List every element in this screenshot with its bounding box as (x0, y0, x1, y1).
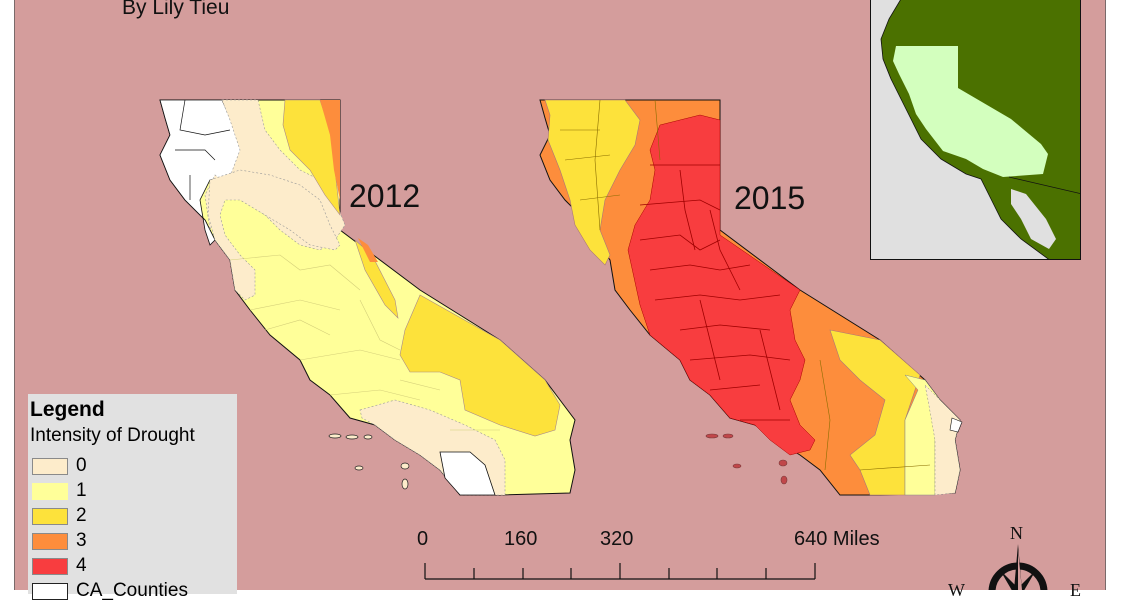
compass-north: N (1010, 523, 1023, 543)
legend-item-4: 4 (32, 555, 87, 576)
inset-map-graphic (871, 0, 1080, 259)
legend-label: 3 (76, 530, 87, 551)
legend-swatch (32, 482, 68, 500)
scale-label-320: 320 (600, 528, 634, 550)
scale-label-640: 640 Miles (794, 528, 880, 550)
legend-item-1: 1 (32, 480, 87, 501)
scale-label-0: 0 (417, 528, 429, 550)
legend-label: 2 (76, 505, 87, 526)
map-legend: Legend Intensity of Drought 0 1 2 3 4 CA… (28, 394, 237, 601)
legend-swatch (32, 532, 68, 550)
legend-swatch (32, 457, 68, 475)
legend-item-2: 2 (32, 505, 87, 526)
inset-locator-map (870, 0, 1081, 260)
scale-label-160: 160 (504, 528, 538, 550)
author-credit: By Lily Tieu (122, 0, 230, 19)
legend-swatch (32, 507, 68, 525)
legend-label: 1 (76, 480, 87, 501)
north-arrow: N W E (940, 520, 1100, 600)
year-label-2012: 2012 (349, 178, 421, 214)
legend-swatch (32, 557, 68, 575)
legend-title: Legend (30, 398, 105, 421)
legend-label: 4 (76, 555, 87, 576)
compass-rose-icon (988, 544, 1048, 590)
legend-label: 0 (76, 455, 87, 476)
year-label-2015: 2015 (734, 180, 806, 216)
legend-item-0: 0 (32, 455, 87, 476)
legend-subtitle: Intensity of Drought (30, 425, 195, 446)
legend-item-3: 3 (32, 530, 87, 551)
